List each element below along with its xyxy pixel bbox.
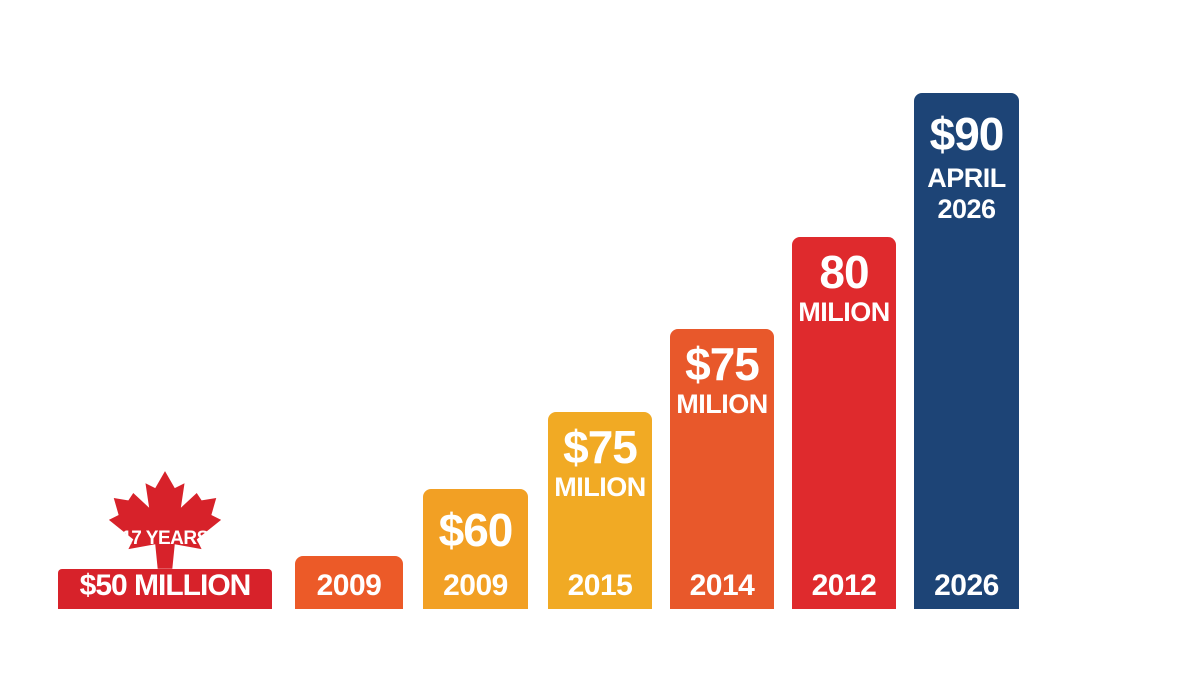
bar-value-label: $90: [929, 108, 1005, 160]
bar-1: 2009: [295, 556, 403, 609]
bar-sub-label-line: APRIL: [927, 163, 1006, 193]
bar-value-label: $60: [438, 504, 514, 556]
bar-value-label: $75: [563, 421, 638, 473]
bar-sub-label: MILION: [792, 299, 896, 326]
bar-category-label: 2015: [567, 569, 633, 602]
bar-sub-label-line: MILION: [676, 389, 768, 419]
maple-leaf-icon: [108, 471, 222, 569]
bar-value-label: $75: [685, 338, 760, 390]
bar-6: 2026 $90 APRIL 2026: [914, 93, 1019, 609]
bar-sub-label: MILION: [670, 391, 774, 418]
bar-value-label: 80: [819, 246, 869, 298]
badge-label: 17 YEARS: [121, 528, 209, 549]
bar-sub-label-line: MILION: [554, 472, 646, 502]
bar-category-label: 2014: [689, 569, 755, 602]
bar-sub-label: MILION: [548, 474, 652, 501]
bar-category-label: 2026: [934, 569, 999, 602]
bar-category-label: $50 MILLION: [79, 569, 252, 602]
lead-banner-bar: $50 MILLION: [58, 569, 272, 609]
bar-category-label: 2012: [811, 569, 877, 602]
bar-category-label: 2009: [443, 569, 508, 602]
bar-3: 2015 $75 MILION: [548, 412, 652, 609]
bar-2: 2009 $60: [423, 489, 528, 609]
bar-5: 2012 80 MILION: [792, 237, 896, 609]
bar-sub-label: APRIL 2026: [914, 165, 1019, 223]
bar-4: 2014 $75 MILION: [670, 329, 774, 609]
bar-category-label: 2009: [316, 569, 382, 602]
bar-sub-label-line: MILION: [798, 297, 890, 327]
bar-sub-label-line: 2026: [937, 194, 996, 224]
maple-leaf-shape: [108, 471, 222, 569]
